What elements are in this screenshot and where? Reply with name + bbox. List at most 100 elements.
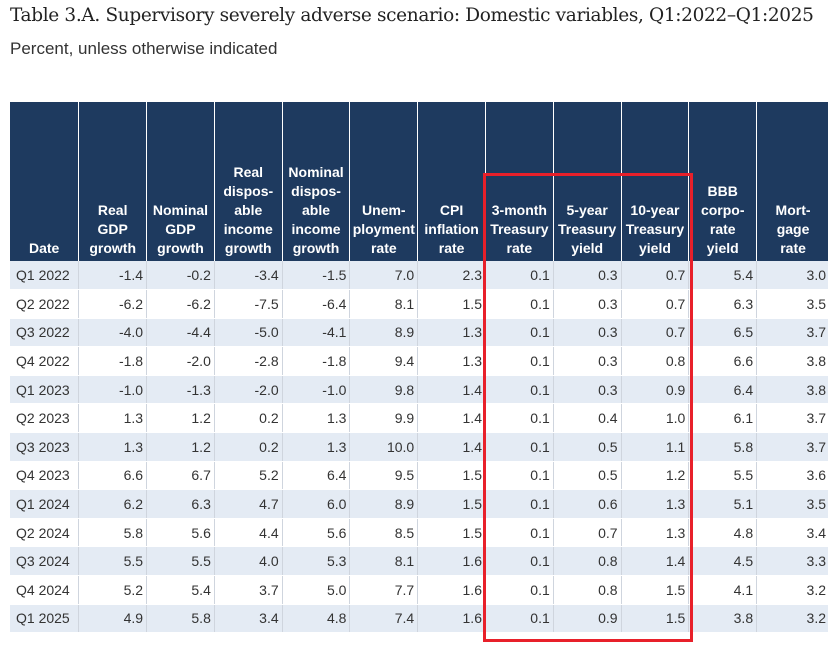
column-header-line: inflation bbox=[424, 221, 479, 237]
value-cell-bbb: 5.5 bbox=[688, 461, 758, 491]
value-cell-nominal_dpi: -6.4 bbox=[282, 289, 351, 319]
value-cell-mortgage: 3.2 bbox=[756, 604, 828, 634]
value-cell-cpi: 1.5 bbox=[417, 289, 486, 319]
value-cell-real_dpi: -2.8 bbox=[214, 346, 283, 376]
value-cell-cpi: 1.5 bbox=[417, 489, 486, 519]
row-date-cell: Q4 2024 bbox=[10, 575, 80, 605]
value-cell-nominal_dpi: -1.8 bbox=[282, 346, 351, 376]
column-header-line: rate bbox=[709, 221, 736, 237]
value-cell-unemp: 8.1 bbox=[349, 289, 419, 319]
value-cell-real_dpi: 3.4 bbox=[214, 604, 283, 634]
column-header-line: Mort- bbox=[775, 202, 811, 218]
value-cell-cpi: 1.6 bbox=[417, 604, 486, 634]
column-header-date: Date bbox=[10, 102, 80, 261]
row-date-cell: Q3 2022 bbox=[10, 318, 80, 348]
column-header-line: GDP bbox=[165, 221, 196, 237]
row-date-cell: Q2 2022 bbox=[10, 289, 80, 319]
row-date-cell: Q1 2022 bbox=[10, 261, 80, 291]
value-cell-real_gdp: 6.6 bbox=[78, 461, 148, 491]
value-cell-t10y: 0.7 bbox=[621, 289, 690, 319]
value-cell-real_dpi: -3.4 bbox=[214, 261, 283, 291]
column-header-line: Real bbox=[233, 164, 264, 180]
value-cell-nominal_gdp: 5.8 bbox=[146, 604, 215, 634]
column-header-line: Unem- bbox=[362, 202, 406, 218]
column-header-line: 10-year bbox=[630, 202, 680, 218]
value-cell-mortgage: 3.7 bbox=[756, 432, 828, 462]
value-cell-nominal_gdp: -4.4 bbox=[146, 318, 215, 348]
value-cell-real_dpi: 3.7 bbox=[214, 575, 283, 605]
column-header-line: BBB bbox=[707, 183, 738, 199]
value-cell-bbb: 4.1 bbox=[688, 575, 758, 605]
table-row: Q1 2024 6.2 6.3 4.7 6.0 8.9 1.5 0.1 0.6 1.3 5.1 3.5 bbox=[10, 489, 828, 519]
column-header-line: gage bbox=[776, 221, 810, 237]
table-row: Q4 2022 -1.8 -2.0 -2.8 -1.8 9.4 1.3 0.1 0.3 0.8 6.… bbox=[10, 346, 828, 376]
row-date-cell: Q1 2024 bbox=[10, 489, 80, 519]
value-cell-unemp: 10.0 bbox=[349, 432, 419, 462]
column-header-cpi: CPI inflation rate bbox=[417, 102, 486, 261]
value-cell-nominal_gdp: 1.2 bbox=[146, 403, 215, 434]
value-cell-real_dpi: -2.0 bbox=[214, 375, 283, 405]
value-cell-t3m: 0.1 bbox=[485, 518, 554, 548]
row-date-cell: Q2 2023 bbox=[10, 403, 80, 434]
column-header-line: growth bbox=[89, 240, 137, 256]
column-header-line: dispos- bbox=[291, 183, 341, 199]
value-cell-unemp: 8.1 bbox=[349, 546, 419, 577]
column-header-line: Treasury bbox=[557, 221, 617, 237]
value-cell-nominal_gdp: 1.2 bbox=[146, 432, 215, 462]
value-cell-mortgage: 3.4 bbox=[756, 518, 828, 548]
value-cell-t10y: 1.3 bbox=[621, 518, 690, 548]
column-header-line: growth bbox=[224, 240, 272, 256]
value-cell-cpi: 1.6 bbox=[417, 546, 486, 577]
value-cell-bbb: 6.5 bbox=[688, 318, 758, 348]
value-cell-real_dpi: -7.5 bbox=[214, 289, 283, 319]
value-cell-t3m: 0.1 bbox=[485, 461, 554, 491]
column-header-line: Date bbox=[28, 240, 60, 256]
value-cell-mortgage: 3.0 bbox=[756, 261, 828, 291]
value-cell-nominal_gdp: 5.5 bbox=[146, 546, 215, 577]
value-cell-t10y: 0.7 bbox=[621, 261, 690, 291]
table-row: Q1 2023 -1.0 -1.3 -2.0 -1.0 9.8 1.4 0.1 0.3 0.9 6.… bbox=[10, 375, 828, 405]
value-cell-real_gdp: 1.3 bbox=[78, 403, 148, 434]
column-header-unemp: Unem-ployment rate bbox=[349, 102, 419, 261]
value-cell-cpi: 1.3 bbox=[417, 346, 486, 376]
value-cell-nominal_dpi: 6.4 bbox=[282, 461, 351, 491]
table-row: Q3 2024 5.5 5.5 4.0 5.3 8.1 1.6 0.1 0.8 1.4 4.5 3.3 bbox=[10, 546, 828, 577]
value-cell-t10y: 1.5 bbox=[621, 604, 690, 634]
value-cell-unemp: 8.9 bbox=[349, 489, 419, 519]
table-row: Q2 2023 1.3 1.2 0.2 1.3 9.9 1.4 0.1 0.4 1.0 6.1 3.7 bbox=[10, 403, 828, 434]
column-header-line: rate bbox=[438, 240, 465, 256]
value-cell-t3m: 0.1 bbox=[485, 546, 554, 577]
table-container[interactable]: Date Real GDP growth Nominal GDP growth Real dis… bbox=[10, 102, 828, 648]
table-row: Q3 2023 1.3 1.2 0.2 1.3 10.0 1.4 0.1 0.5 1.1 5.8 3.… bbox=[10, 432, 828, 462]
value-cell-nominal_dpi: 6.0 bbox=[282, 489, 351, 519]
column-header-line: corpo- bbox=[700, 202, 745, 218]
value-cell-real_gdp: -4.0 bbox=[78, 318, 148, 348]
table-row: Q2 2024 5.8 5.6 4.4 5.6 8.5 1.5 0.1 0.7 1.3 4.8 3.4 bbox=[10, 518, 828, 548]
value-cell-real_gdp: 5.5 bbox=[78, 546, 148, 577]
value-cell-real_gdp: 5.2 bbox=[78, 575, 148, 605]
value-cell-cpi: 1.6 bbox=[417, 575, 486, 605]
value-cell-nominal_gdp: 6.3 bbox=[146, 489, 215, 519]
value-cell-t5y: 0.9 bbox=[553, 604, 622, 634]
value-cell-t5y: 0.3 bbox=[553, 375, 622, 405]
value-cell-nominal_gdp: 6.7 bbox=[146, 461, 215, 491]
value-cell-t5y: 0.7 bbox=[553, 518, 622, 548]
column-header-line: rate bbox=[506, 240, 533, 256]
column-header-line: growth bbox=[292, 240, 340, 256]
value-cell-mortgage: 3.8 bbox=[756, 375, 828, 405]
header-row: Date Real GDP growth Nominal GDP growth Real dis… bbox=[10, 102, 828, 261]
value-cell-nominal_dpi: -4.1 bbox=[282, 318, 351, 348]
value-cell-unemp: 8.9 bbox=[349, 318, 419, 348]
table-row: Q1 2022 -1.4 -0.2 -3.4 -1.5 7.0 2.3 0.1 0.3 0.7 5.… bbox=[10, 261, 828, 291]
row-date-cell: Q3 2024 bbox=[10, 546, 80, 577]
value-cell-t3m: 0.1 bbox=[485, 261, 554, 291]
value-cell-real_gdp: 1.3 bbox=[78, 432, 148, 462]
column-header-line: dispos- bbox=[223, 183, 274, 199]
value-cell-mortgage: 3.5 bbox=[756, 289, 828, 319]
value-cell-unemp: 7.0 bbox=[349, 261, 419, 291]
column-header-nominal_dpi: Nominal dispos-able income growth bbox=[282, 102, 351, 261]
value-cell-real_dpi: 5.2 bbox=[214, 461, 283, 491]
value-cell-real_dpi: -5.0 bbox=[214, 318, 283, 348]
value-cell-t5y: 0.4 bbox=[553, 403, 622, 434]
value-cell-cpi: 1.4 bbox=[417, 375, 486, 405]
